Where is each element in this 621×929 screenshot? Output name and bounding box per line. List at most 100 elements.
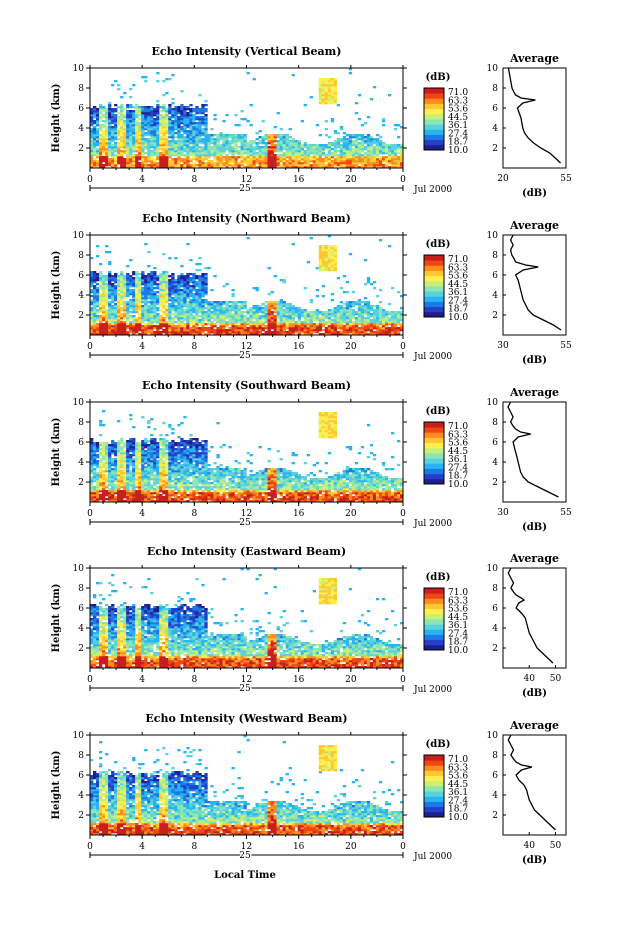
heatmap-cell <box>330 144 335 147</box>
heatmap-cell <box>384 315 389 318</box>
heatmap-cell <box>96 293 100 296</box>
heatmap-cell <box>360 166 365 169</box>
heatmap-cell <box>216 146 220 149</box>
heatmap-cell <box>126 166 130 169</box>
heatmap-cell <box>93 297 97 300</box>
heatmap-cell <box>135 164 139 167</box>
heatmap-cell <box>117 154 121 157</box>
heatmap-cell <box>261 317 265 320</box>
heatmap-cell <box>102 490 106 493</box>
heatmap-cell <box>294 140 298 143</box>
heatmap-cell <box>333 327 338 330</box>
heatmap-cell <box>300 150 304 153</box>
heatmap-cell <box>171 331 175 334</box>
heatmap-cell <box>234 142 238 145</box>
heatmap-cell <box>123 476 127 479</box>
heatmap-cell <box>186 112 190 115</box>
heatmap-cell <box>114 154 118 157</box>
heatmap-cell <box>354 148 359 151</box>
heatmap-cell <box>396 329 401 332</box>
heatmap-cell <box>120 494 124 497</box>
avg-y-tick-label: 4 <box>492 291 498 301</box>
heatmap-cell <box>156 158 160 161</box>
heatmap-cell <box>186 120 190 123</box>
heatmap-cell <box>378 307 383 310</box>
heatmap-cell <box>324 249 329 252</box>
date-label: Jul 2000 <box>413 352 452 362</box>
heatmap-cell <box>189 134 193 137</box>
heatmap-cell <box>171 110 175 113</box>
heatmap-cell <box>303 331 307 334</box>
heatmap-cell <box>147 295 151 298</box>
heatmap-cell <box>363 329 368 332</box>
heatmap-cell <box>126 126 130 129</box>
heatmap-cell <box>192 132 196 135</box>
heatmap-cell <box>240 311 244 314</box>
heatmap-cell <box>399 323 404 326</box>
heatmap-cell <box>96 295 100 298</box>
heatmap-cell <box>105 301 109 304</box>
heatmap-cell <box>171 323 175 326</box>
heatmap-cell <box>390 166 395 169</box>
heatmap-cell <box>111 144 115 147</box>
heatmap-cell <box>327 251 332 254</box>
heatmap-cell <box>132 325 136 328</box>
heatmap-cell <box>210 325 214 328</box>
heatmap-cell <box>318 144 323 147</box>
heatmap-cell <box>180 281 184 284</box>
heatmap-cell <box>132 303 136 306</box>
heatmap-cell <box>240 325 244 328</box>
heatmap-cell <box>114 126 118 129</box>
heatmap-cell <box>99 118 103 121</box>
heatmap-cell <box>108 456 112 459</box>
heatmap-cell <box>156 156 160 159</box>
heatmap-cell <box>102 301 106 304</box>
heatmap-cell <box>258 323 262 326</box>
heatmap-cell <box>222 148 226 151</box>
heatmap-cell <box>117 134 121 137</box>
heatmap-cell <box>204 164 208 167</box>
heatmap-cell <box>195 313 199 316</box>
heatmap-cell <box>132 285 136 288</box>
heatmap-cell <box>336 146 341 149</box>
heatmap-cell <box>117 128 121 131</box>
heatmap-cell <box>108 478 112 481</box>
heatmap-cell <box>366 313 371 316</box>
heatmap-cell <box>297 321 301 324</box>
heatmap-cell <box>111 486 115 489</box>
heatmap-cell <box>168 331 172 334</box>
heatmap-cell <box>252 148 256 151</box>
heatmap-cell <box>321 78 326 81</box>
heatmap-cell <box>93 164 97 167</box>
heatmap-cell <box>102 444 106 447</box>
heatmap-cell <box>168 283 172 286</box>
heatmap-cell <box>312 329 317 332</box>
heatmap-cell <box>276 317 280 320</box>
heatmap-cell <box>129 112 133 115</box>
heatmap-cell <box>348 166 353 169</box>
heatmap-cell <box>129 281 133 284</box>
heatmap-cell <box>189 315 193 318</box>
heatmap-cell <box>117 448 121 451</box>
heatmap-cell <box>270 331 274 334</box>
heatmap-cell <box>147 150 151 153</box>
heatmap-cell <box>297 315 301 318</box>
heatmap-cell <box>114 307 118 310</box>
heatmap-cell <box>336 325 341 328</box>
heatmap-cell <box>375 321 380 324</box>
heatmap-cell <box>111 321 115 324</box>
heatmap-cell <box>237 138 241 141</box>
heatmap-cell <box>207 136 211 139</box>
heatmap-cell <box>111 472 115 475</box>
heatmap-cell <box>120 277 124 280</box>
heatmap-cell <box>141 144 145 147</box>
heatmap-cell <box>105 160 109 163</box>
heatmap-cell <box>111 160 115 163</box>
heatmap-cell <box>327 90 332 93</box>
heatmap-cell <box>342 331 347 334</box>
heatmap-cell <box>93 148 97 151</box>
heatmap-cell <box>141 108 145 111</box>
heatmap-cell <box>195 283 199 286</box>
heatmap-cell <box>114 160 118 163</box>
heatmap-cell <box>351 156 356 159</box>
